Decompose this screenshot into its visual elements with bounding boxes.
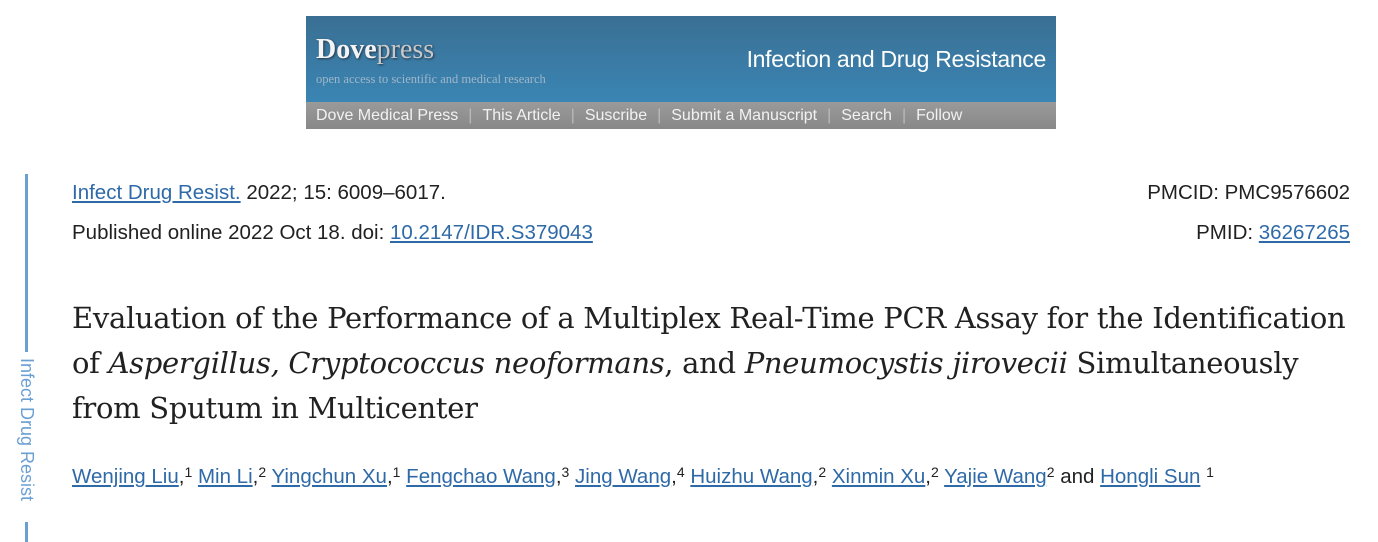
journal-link[interactable]: Infect Drug Resist. [72,181,241,204]
author-link[interactable]: Jing Wang [575,465,672,488]
author-link[interactable]: Min Li [197,465,253,488]
logo-press: press [376,34,435,65]
author-list: Wenjing Liu,1 Min Li,2 Yingchun Xu,1 Fen… [72,452,1362,497]
title-text: , and [664,346,745,380]
title-text: Evaluation of the Performance of a Multi… [72,301,1346,380]
banner-nav: Dove Medical Press | This Article | Suscri… [306,102,1056,129]
affiliation-marker[interactable]: 3 [561,464,570,480]
published-line: Published online 2022 Oct 18. doi: 10.21… [72,221,593,245]
author-link[interactable]: Wenjing Liu [72,465,179,488]
journal-banner: Dovepress open access to scientific and … [306,16,1056,129]
author-separator: , [252,465,259,488]
nav-search[interactable]: Search [841,106,892,124]
affiliation-marker[interactable]: 2 [931,464,939,480]
dovepress-logo[interactable]: Dovepress [316,34,434,66]
nav-this-article[interactable]: This Article [482,106,561,124]
sidebar-line [25,174,28,352]
citation-details: 2022; 15: 6009–6017. [240,181,446,204]
pmid-label: PMID: [1196,221,1259,244]
author-separator: , [925,465,931,488]
title-italic: Aspergillus, Cryptococcus neoformans [108,346,665,380]
author-link[interactable]: Fengchao Wang [406,465,556,488]
author-separator: , [386,465,393,488]
pmid-line: PMID: 36267265 [1196,221,1350,245]
nav-subscribe[interactable]: Suscribe [584,106,648,124]
author-separator: , [555,465,562,488]
author-link[interactable]: Yingchun Xu [271,465,387,488]
author-link[interactable]: Xinmin Xu [831,465,926,488]
author-separator: , [671,465,677,488]
published-text: Published online 2022 Oct 18. doi: [72,221,390,244]
nav-submit-manuscript[interactable]: Submit a Manuscript [671,106,818,124]
author-link[interactable]: Hongli Sun [1100,465,1201,488]
article-title: Evaluation of the Performance of a Multi… [72,296,1362,431]
sidebar-journal-label[interactable]: Infect Drug Resist [17,358,37,502]
author-link[interactable]: Huizhu Wang [690,465,813,488]
author-separator: and [1060,465,1101,488]
affiliation-marker[interactable]: 1 [392,464,401,480]
logo-dove: Dove [316,34,377,65]
author-separator: , [812,465,819,488]
affiliation-marker[interactable]: 2 [818,464,827,480]
sidebar-line [25,522,28,542]
nav-dove-medical-press[interactable]: Dove Medical Press [316,106,459,124]
pmid-link[interactable]: 36267265 [1258,221,1350,244]
nav-follow[interactable]: Follow [916,106,963,124]
affiliation-marker[interactable]: 1 [184,464,193,480]
title-text: Simultaneously from Sputum in Multicente… [72,346,1299,425]
affiliation-marker[interactable]: 4 [676,464,685,480]
citation-line: Infect Drug Resist. 2022; 15: 6009–6017. [72,181,446,205]
title-italic: Pneumocystis jirovecii [744,346,1068,380]
pmcid: PMCID: PMC9576602 [1147,181,1350,204]
affiliation-marker[interactable]: 2 [258,464,267,480]
affiliation-marker[interactable]: 1 [1206,464,1214,480]
author-separator: , [178,465,185,488]
doi-link[interactable]: 10.2147/IDR.S379043 [389,221,593,244]
affiliation-marker[interactable]: 2 [1046,464,1055,480]
author-link[interactable]: Yajie Wang [944,465,1047,488]
tagline: open access to scientific and medical re… [316,72,546,86]
journal-name[interactable]: Infection and Drug Resistance [746,46,1047,72]
